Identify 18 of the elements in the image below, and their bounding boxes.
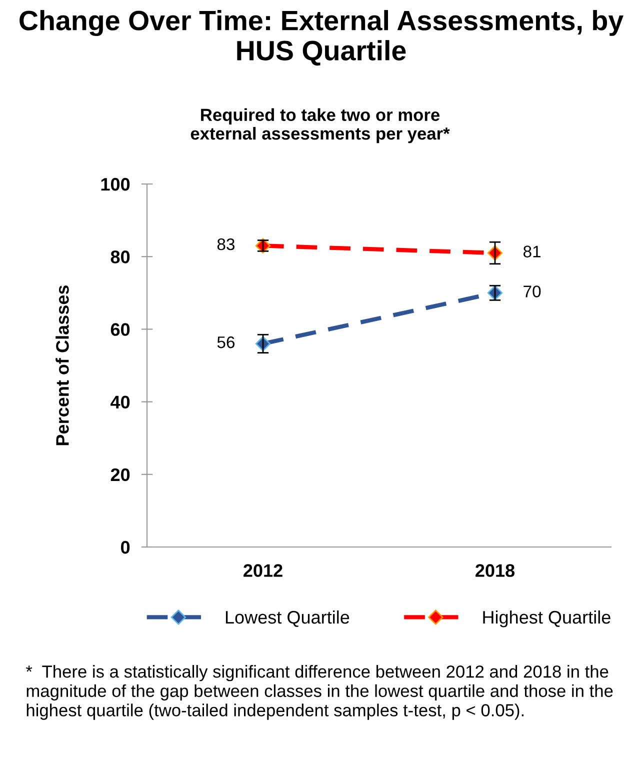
x-tick-label: 2018 <box>476 564 515 577</box>
data-label: 56 <box>217 336 234 348</box>
legend-label: Highest Quartile <box>483 610 610 628</box>
y-tick-label: 20 <box>110 468 130 482</box>
text: * There is a statistically significant difference between 2012 and 2018 in the magnitude of the gap between classes in the lowest quartile and those in the highest quartile (two-tailed independent samples t-test, p < 0.05). <box>26 665 613 720</box>
legend-label: Lowest Quartile <box>226 610 350 627</box>
data-label: 83 <box>217 238 234 250</box>
chart-subtitle: Required to take two or more external assessments per year* <box>190 108 450 144</box>
y-tick-label: 0 <box>121 540 130 554</box>
chart-title: Change Over Time: External Assessments, by HUS Quartile <box>20 10 624 66</box>
y-tick-label: 40 <box>110 396 130 409</box>
data-label: 70 <box>524 286 541 298</box>
y-axis-title: Percent of Classes <box>56 285 69 446</box>
y-tick-label: 80 <box>110 250 130 264</box>
y-tick-label: 60 <box>110 323 130 336</box>
x-tick-label: 2012 <box>244 564 282 577</box>
y-tick-label: 100 <box>101 178 130 191</box>
data-label: 81 <box>524 246 541 258</box>
